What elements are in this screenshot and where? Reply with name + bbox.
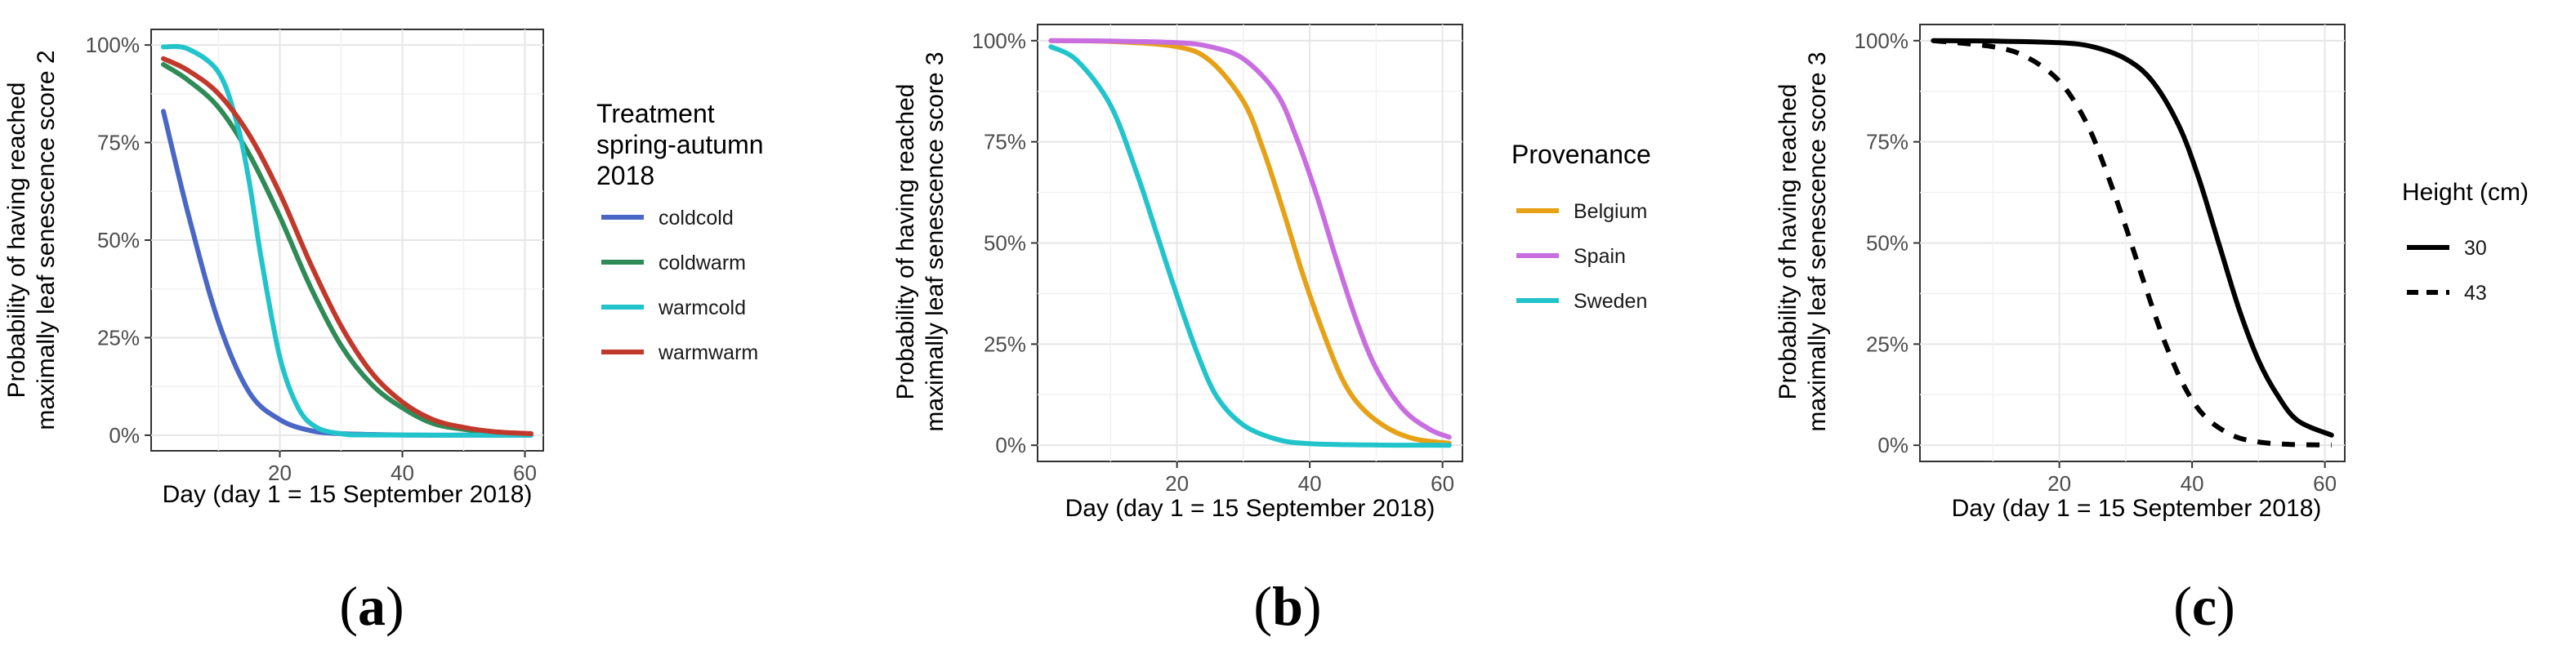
series-line-belgium: [1048, 38, 1452, 446]
series-line-sweden: [1048, 44, 1452, 448]
x-tick-label: 20: [2047, 471, 2071, 496]
x-tick-labels: 20 40 60: [268, 451, 537, 485]
y-axis-title-line-2: maximally leaf senescence score 3: [922, 51, 949, 431]
legend-label-spain: Spain: [1574, 245, 1626, 268]
series-line-spain: [1048, 38, 1452, 440]
y-tick-labels: 0% 25% 50% 75% 100%: [972, 29, 1038, 457]
y-axis-title-line-1: Probability of having reached: [3, 82, 30, 399]
legend-label-coldwarm: coldwarm: [659, 252, 746, 274]
legend-label-belgium: Belgium: [1574, 200, 1647, 223]
x-tick-label: 40: [391, 461, 414, 485]
legend-title: Treatment: [596, 99, 715, 128]
legend-label-sweden: Sweden: [1574, 290, 1647, 313]
legend: Provenance Belgium Spain Sweden: [1511, 140, 1651, 313]
series-line-30: [1931, 38, 2334, 438]
y-axis-title-line-1: Probability of having reached: [1775, 84, 1801, 400]
y-axis-title-line-2: maximally leaf senescence score 2: [33, 50, 60, 430]
legend-title: Height (cm): [2402, 179, 2529, 206]
y-tick-label: 0%: [1877, 433, 1909, 457]
caption-a: (a): [339, 575, 404, 637]
y-tick-label: 0%: [109, 423, 140, 448]
panel-c: 0% 25% 50% 75% 100% 20 40 60 Day (day 1 = 15 S…: [1775, 24, 2529, 637]
series-line-warmcold: [161, 43, 534, 438]
legend: Height (cm) 30 43: [2402, 179, 2529, 305]
series-line-43: [1932, 38, 2332, 448]
y-tick-label: 0%: [995, 433, 1026, 457]
legend-label-43: 43: [2464, 282, 2487, 305]
y-tick-label: 100%: [86, 33, 141, 57]
x-axis-title: Day (day 1 = 15 September 2018): [1952, 495, 2322, 522]
x-axis-title: Day (day 1 = 15 September 2018): [1065, 495, 1435, 522]
caption-c: (c): [2173, 575, 2235, 637]
grid: [1920, 25, 2345, 461]
x-tick-label: 40: [1298, 471, 1322, 496]
x-tick-label: 20: [1165, 471, 1189, 496]
x-tick-label: 20: [268, 461, 292, 485]
x-tick-label: 60: [2313, 471, 2337, 496]
x-tick-label: 60: [513, 461, 537, 485]
legend-title: spring-autumn: [596, 130, 764, 159]
panel-b: 0% 25% 50% 75% 100% 20 40 60 Day (day 1 = 15 S…: [892, 24, 1651, 637]
y-tick-label: 50%: [984, 231, 1026, 256]
series-line-warmwarm: [161, 56, 534, 436]
y-tick-label: 75%: [1866, 130, 1909, 154]
series-group: [1931, 38, 2334, 448]
x-axis-title: Day (day 1 = 15 September 2018): [163, 481, 533, 508]
legend-title: 2018: [596, 161, 654, 190]
legend-label-warmwarm: warmwarm: [658, 341, 758, 364]
y-tick-labels: 0% 25% 50% 75% 100%: [1855, 29, 1920, 457]
panel-a: 0% 25% 50% 75% 100% 20 40 60 Day (day 1 = 15 S…: [3, 29, 764, 637]
y-tick-labels: 0% 25% 50% 75% 100%: [86, 33, 151, 448]
y-tick-label: 25%: [1866, 332, 1909, 356]
y-tick-label: 25%: [97, 325, 140, 350]
y-tick-label: 100%: [972, 29, 1027, 53]
y-axis-title-line-1: Probability of having reached: [892, 84, 919, 400]
x-tick-labels: 20 40 60: [2047, 461, 2337, 496]
legend-label-warmcold: warmcold: [658, 296, 746, 319]
x-tick-label: 40: [2181, 471, 2204, 496]
caption-b: (b): [1253, 575, 1321, 637]
x-tick-label: 60: [1431, 471, 1454, 496]
x-tick-labels: 20 40 60: [1165, 461, 1454, 496]
series-group: [161, 43, 534, 438]
y-axis-title-line-2: maximally leaf senescence score 3: [1804, 51, 1831, 431]
legend-label-30: 30: [2464, 237, 2487, 260]
y-tick-label: 50%: [1866, 231, 1909, 256]
y-tick-label: 25%: [984, 332, 1026, 356]
y-tick-label: 75%: [97, 131, 140, 155]
y-tick-label: 50%: [97, 228, 140, 252]
series-group: [1048, 38, 1452, 448]
legend-label-coldcold: coldcold: [659, 207, 734, 229]
y-tick-label: 75%: [984, 130, 1026, 154]
y-tick-label: 100%: [1855, 29, 1909, 53]
legend-title: Provenance: [1511, 140, 1651, 169]
